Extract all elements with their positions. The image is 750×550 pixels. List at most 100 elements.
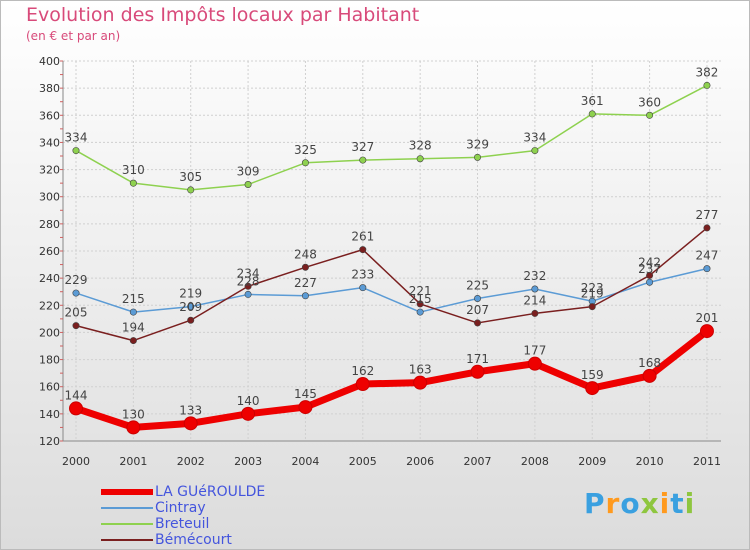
data-label: 219 bbox=[581, 287, 604, 301]
data-point bbox=[72, 289, 80, 297]
data-label: 234 bbox=[237, 266, 260, 280]
logo-letter: t bbox=[670, 487, 685, 520]
data-point bbox=[187, 316, 195, 324]
data-point bbox=[413, 375, 428, 390]
data-point bbox=[301, 263, 309, 271]
data-point bbox=[183, 416, 198, 431]
data-point bbox=[187, 303, 195, 311]
x-tick-label: 2008 bbox=[521, 455, 549, 468]
data-label: 248 bbox=[294, 247, 317, 261]
y-tick-label: 140 bbox=[39, 408, 60, 421]
legend-swatch bbox=[101, 507, 153, 509]
data-label: 227 bbox=[294, 276, 317, 290]
y-tick-label: 160 bbox=[39, 381, 60, 394]
data-label: 177 bbox=[523, 344, 546, 358]
logo-letter: x bbox=[640, 487, 660, 520]
logo-letter: o bbox=[620, 487, 641, 520]
data-label: 159 bbox=[581, 368, 604, 382]
data-point bbox=[416, 300, 424, 308]
data-label: 145 bbox=[294, 387, 317, 401]
data-point bbox=[359, 284, 367, 292]
data-label: 201 bbox=[696, 311, 719, 325]
data-label: 325 bbox=[294, 143, 317, 157]
x-tick-label: 2006 bbox=[406, 455, 434, 468]
data-label: 144 bbox=[65, 388, 88, 402]
data-point bbox=[646, 271, 654, 279]
logo-letter: i bbox=[659, 487, 671, 520]
legend-swatch bbox=[101, 539, 153, 541]
x-tick-label: 2010 bbox=[636, 455, 664, 468]
data-point bbox=[642, 368, 657, 383]
data-label: 140 bbox=[237, 394, 260, 408]
data-point bbox=[703, 224, 711, 232]
data-point bbox=[359, 246, 367, 254]
series-line bbox=[75, 227, 708, 342]
data-point bbox=[531, 285, 539, 293]
y-tick-label: 380 bbox=[39, 82, 60, 95]
data-point bbox=[646, 278, 654, 286]
x-tick-label: 2007 bbox=[464, 455, 492, 468]
data-label: 329 bbox=[466, 137, 489, 151]
data-label: 327 bbox=[351, 140, 374, 154]
data-label: 163 bbox=[409, 363, 432, 377]
x-tick-label: 2004 bbox=[291, 455, 319, 468]
data-point bbox=[298, 400, 313, 415]
data-point bbox=[474, 294, 482, 302]
data-label: 242 bbox=[638, 255, 661, 269]
data-label: 219 bbox=[179, 287, 202, 301]
y-tick-label: 340 bbox=[39, 136, 60, 149]
legend-label: Bémécourt bbox=[155, 532, 232, 548]
data-point bbox=[703, 81, 711, 89]
x-tick-label: 2009 bbox=[578, 455, 606, 468]
data-label: 360 bbox=[638, 95, 661, 109]
y-tick-label: 400 bbox=[39, 55, 60, 68]
data-label: 382 bbox=[696, 65, 719, 79]
data-point bbox=[301, 292, 309, 300]
data-label: 214 bbox=[523, 293, 546, 307]
logo-letter: P bbox=[584, 487, 606, 520]
data-point bbox=[72, 147, 80, 155]
legend-label: Cintray bbox=[155, 500, 206, 516]
data-label: 221 bbox=[409, 284, 432, 298]
data-point bbox=[699, 324, 714, 339]
series-line bbox=[74, 328, 710, 431]
data-point bbox=[470, 364, 485, 379]
data-point bbox=[244, 282, 252, 290]
data-label: 334 bbox=[65, 131, 88, 145]
data-label: 223 bbox=[581, 281, 604, 295]
chart-title: Evolution des Impôts locaux par Habitant bbox=[26, 4, 420, 26]
y-tick-label: 260 bbox=[39, 245, 60, 258]
data-point bbox=[416, 155, 424, 163]
data-point bbox=[585, 381, 600, 396]
series-line bbox=[75, 267, 708, 313]
legend-label: LA GUéROULDE bbox=[155, 484, 266, 500]
x-tick-label: 2003 bbox=[234, 455, 262, 468]
x-tick-label: 2002 bbox=[177, 455, 205, 468]
y-tick-label: 240 bbox=[39, 272, 60, 285]
data-point bbox=[241, 406, 256, 421]
legend-label: Breteuil bbox=[155, 516, 210, 532]
x-tick-label: 2000 bbox=[62, 455, 90, 468]
y-tick-label: 120 bbox=[39, 435, 60, 448]
data-label: 232 bbox=[523, 269, 546, 283]
data-label: 194 bbox=[122, 321, 145, 335]
data-point bbox=[244, 290, 252, 298]
data-point bbox=[588, 303, 596, 311]
data-point bbox=[588, 110, 596, 118]
legend-swatch bbox=[101, 523, 153, 525]
data-label: 215 bbox=[409, 292, 432, 306]
data-point bbox=[129, 337, 137, 345]
x-tick-label: 2011 bbox=[693, 455, 721, 468]
data-point bbox=[474, 153, 482, 161]
chart-subtitle: (en € et par an) bbox=[26, 29, 121, 43]
data-point bbox=[72, 322, 80, 330]
data-point bbox=[531, 309, 539, 317]
data-label: 237 bbox=[638, 262, 661, 276]
data-label: 305 bbox=[179, 170, 202, 184]
data-point bbox=[187, 186, 195, 194]
data-label: 130 bbox=[122, 407, 145, 421]
y-tick-label: 200 bbox=[39, 326, 60, 339]
